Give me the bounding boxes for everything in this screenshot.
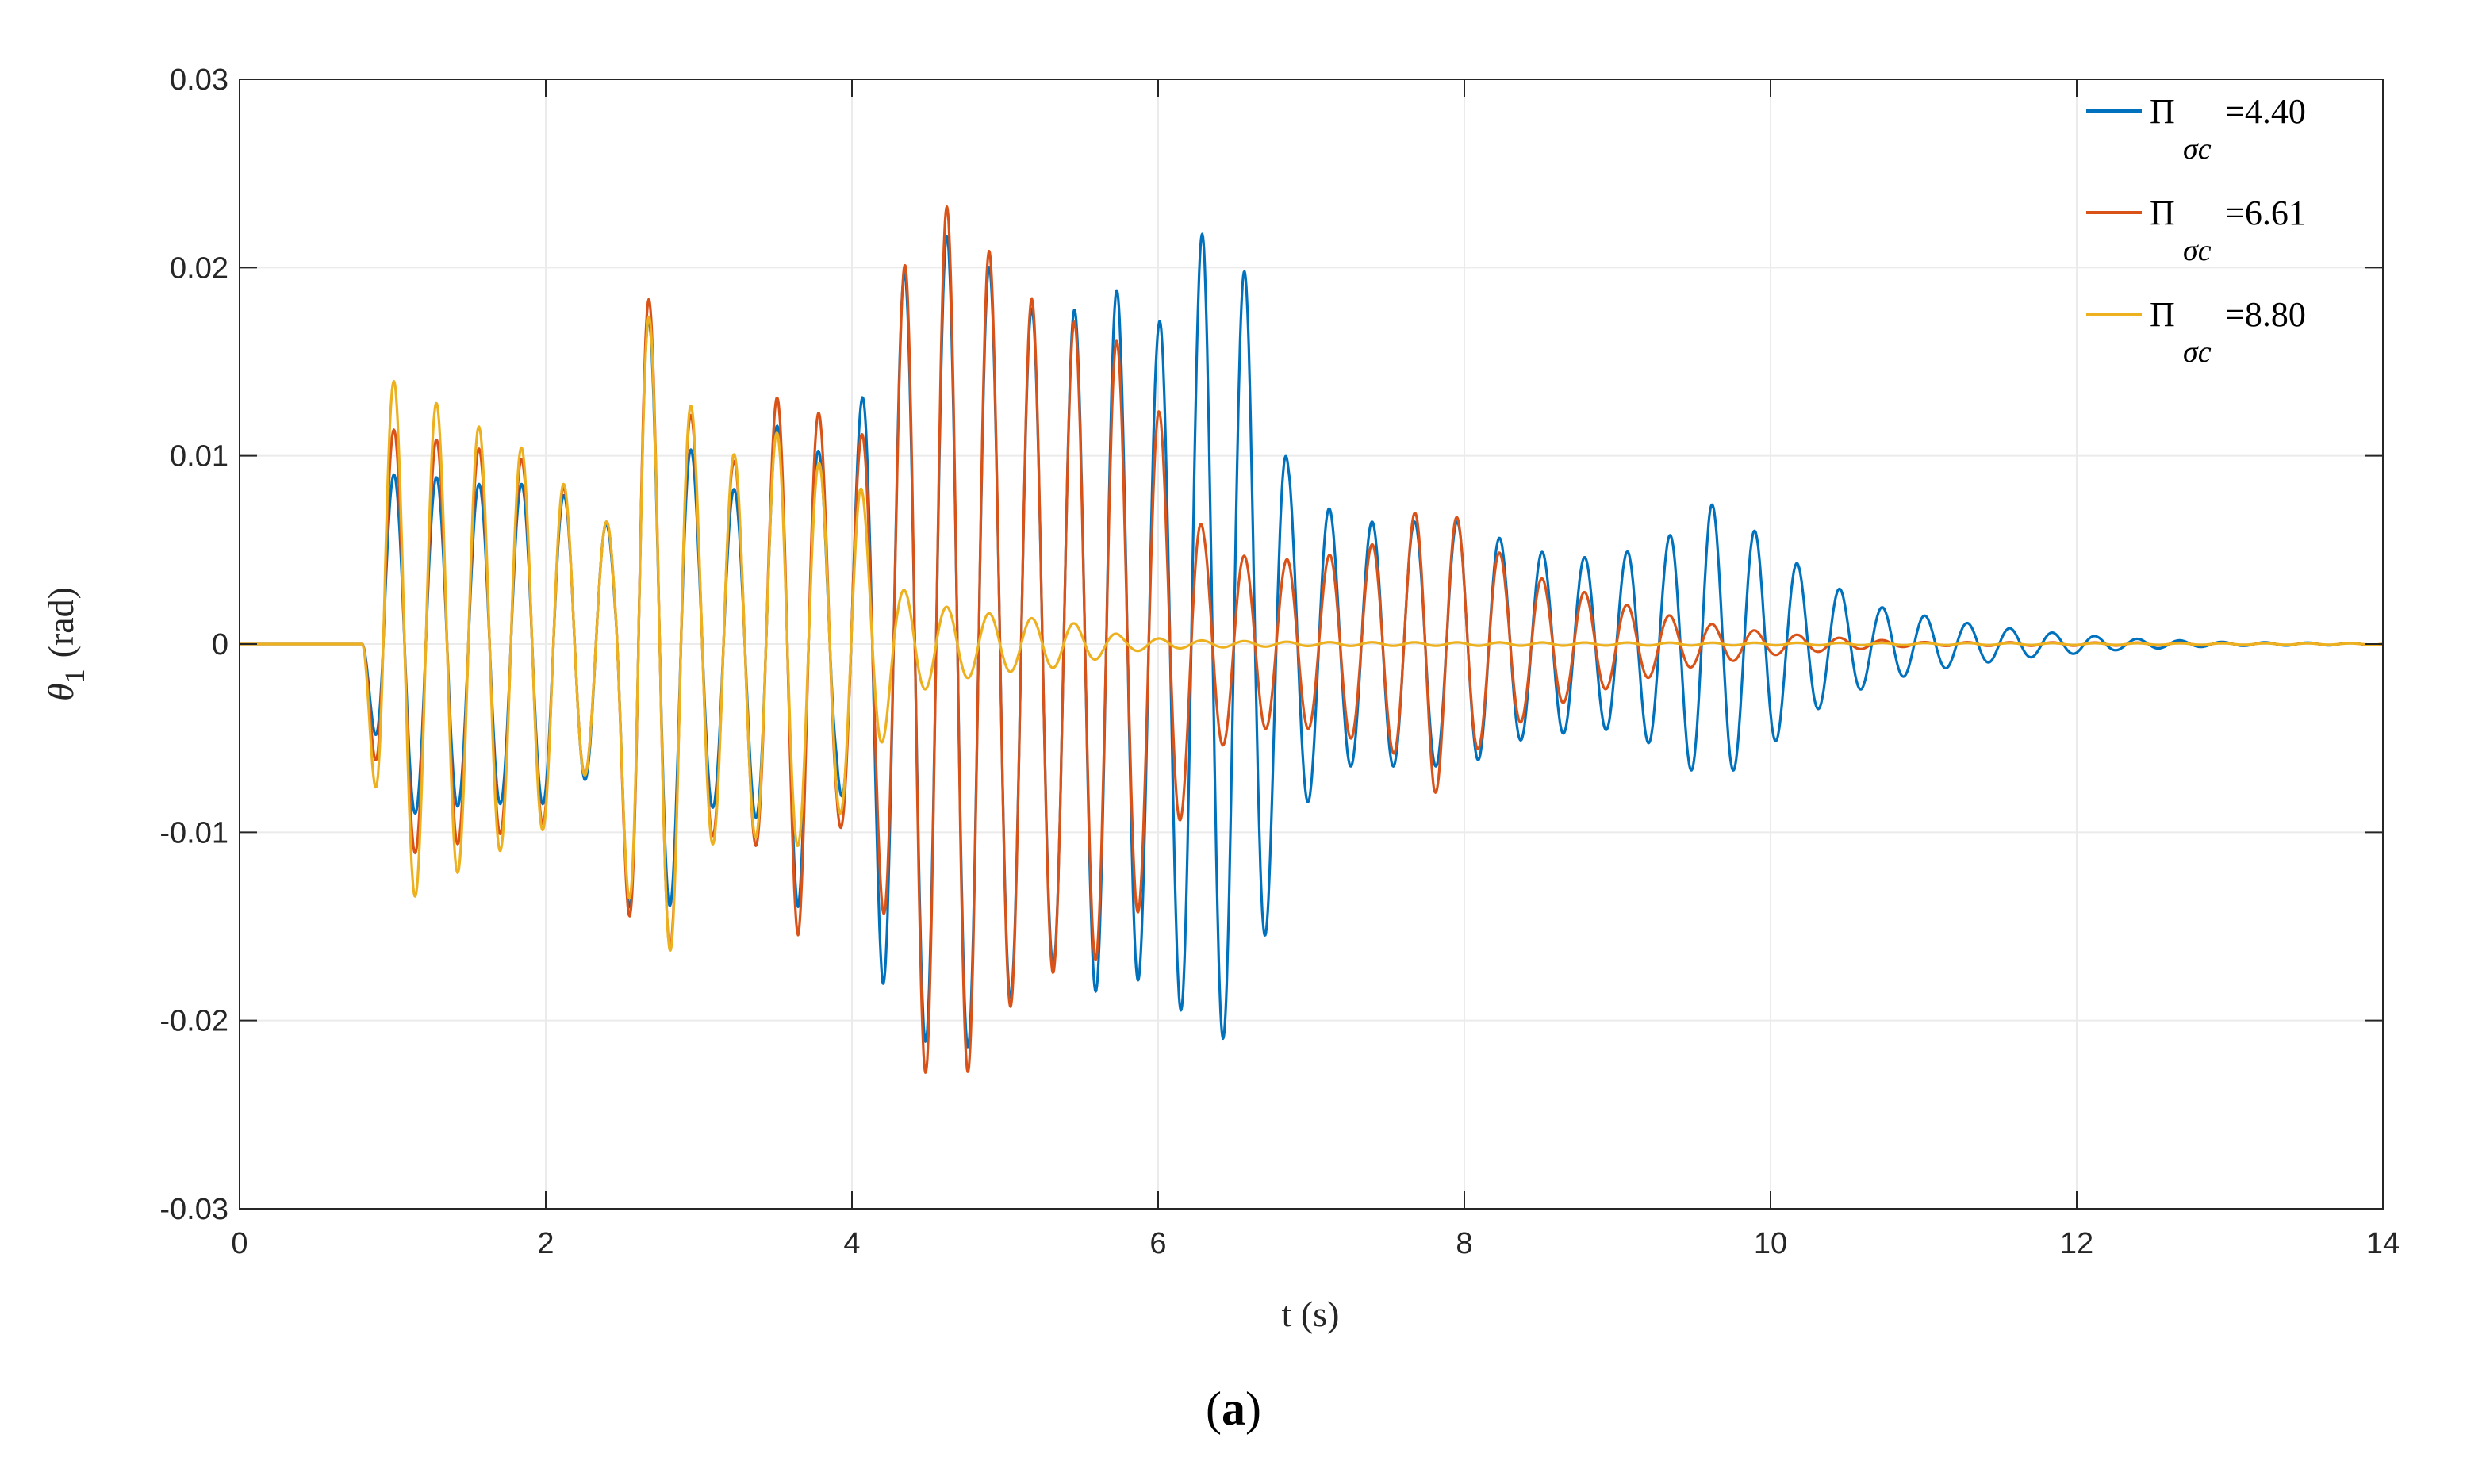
- x-tick-label: 4: [843, 1227, 860, 1260]
- y-tick-label: 0.02: [170, 251, 228, 285]
- legend-entry-2: Πσc =6.61: [2086, 194, 2306, 267]
- series-layer: [239, 205, 2384, 1074]
- x-tick-label: 6: [1149, 1227, 1166, 1260]
- y-tick-label: -0.03: [159, 1193, 228, 1226]
- caption-close-paren: ): [1245, 1382, 1261, 1435]
- x-tick-label: 8: [1456, 1227, 1472, 1260]
- legend-entry-3: Πσc =8.80: [2086, 295, 2306, 369]
- x-tick-label: 10: [1754, 1227, 1787, 1260]
- caption-letter: a: [1222, 1382, 1245, 1435]
- svg-text:θ1(rad): θ1 (rad): [40, 587, 90, 701]
- legend: Πσc =4.40 Πσc =6.61 Πσc =8.80: [2086, 92, 2306, 369]
- figure-caption: (a): [1206, 1382, 1261, 1435]
- legend-value: =4.40: [2225, 92, 2306, 131]
- y-tick-label: -0.02: [159, 1005, 228, 1038]
- x-tick-label: 14: [2366, 1227, 2400, 1260]
- y-tick-label: 0.03: [170, 63, 228, 97]
- legend-value: =6.61: [2225, 194, 2306, 232]
- legend-entry-1: Πσc =4.40: [2086, 92, 2306, 166]
- legend-symbol: Π: [2150, 295, 2175, 334]
- ticks: 0 2 4 6 8 10 12 14 -0.03 -0.02 -0.01 0 0.01 0.02 0.03: [159, 63, 2400, 1260]
- series-line-3: [239, 315, 2384, 953]
- x-tick-label: 0: [231, 1227, 247, 1260]
- y-axis-label-unit: (rad): [40, 587, 81, 658]
- caption-open-paren: (: [1206, 1382, 1222, 1435]
- x-tick-label: 2: [537, 1227, 554, 1260]
- legend-symbol: Π: [2150, 92, 2175, 131]
- plot-area: 0 2 4 6 8 10 12 14 -0.03 -0.02 -0.01 0 0.01 0.02 0.03: [159, 63, 2400, 1260]
- y-tick-label: 0: [212, 628, 228, 661]
- legend-subscript: σc: [2183, 336, 2212, 369]
- legend-value: =8.80: [2225, 295, 2306, 334]
- y-axis-label: θ1 (rad): [40, 587, 90, 701]
- legend-subscript: σc: [2183, 234, 2212, 267]
- y-tick-label: -0.01: [159, 816, 228, 849]
- legend-symbol: Π: [2150, 194, 2175, 232]
- legend-subscript: σc: [2183, 132, 2212, 166]
- y-axis-label-subscript: 1: [59, 669, 90, 683]
- y-tick-label: 0.01: [170, 440, 228, 474]
- x-axis-label: t (s): [1282, 1294, 1340, 1334]
- x-tick-label: 12: [2060, 1227, 2093, 1260]
- y-axis-label-symbol: θ: [40, 683, 81, 701]
